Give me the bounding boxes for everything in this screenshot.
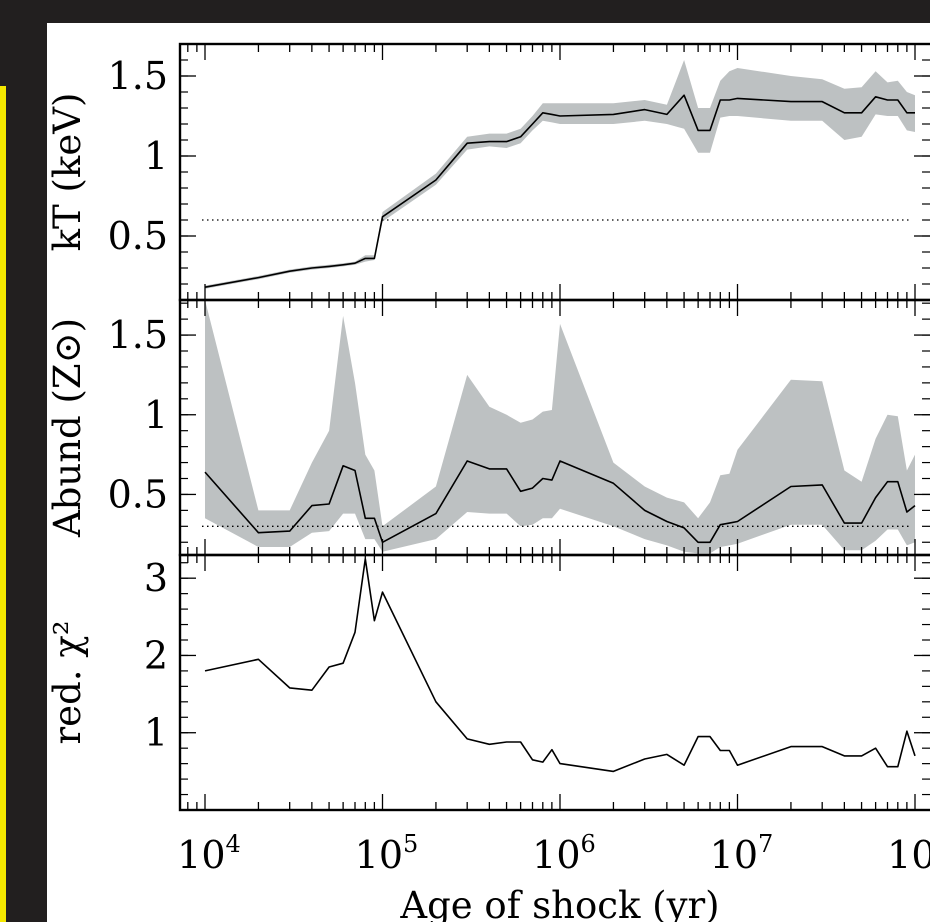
- x-tick-label-base: 10: [355, 833, 403, 877]
- y-tick-label-bottom: 1: [144, 711, 168, 755]
- x-tick-label-base: 10: [710, 833, 758, 877]
- y-tick-label-middle: 0.5: [108, 472, 168, 516]
- y-tick-label-bottom: 2: [144, 633, 168, 677]
- x-tick-label-base: 10: [887, 833, 930, 877]
- x-tick-label-exponent: 6: [581, 830, 596, 858]
- x-axis-label: Age of shock (yr): [399, 884, 719, 922]
- y-axis-label-top: kT (keV): [46, 93, 89, 252]
- y-tick-label-bottom: 3: [144, 556, 168, 600]
- y-axis-label-bottom: red. χ²: [46, 620, 89, 744]
- x-tick-label-exponent: 5: [403, 830, 418, 858]
- y-tick-label-top: 1: [144, 134, 168, 178]
- x-tick-label-base: 10: [177, 833, 225, 877]
- y-tick-label-top: 1.5: [108, 54, 168, 98]
- x-tick-label-exponent: 7: [758, 830, 773, 858]
- x-tick-label: 108: [887, 830, 930, 877]
- y-tick-label-middle: 1: [144, 393, 168, 437]
- y-tick-label-middle: 1.5: [108, 313, 168, 357]
- x-tick-label-base: 10: [532, 833, 580, 877]
- y-axis-label-middle: Abund (Z⊙): [46, 318, 89, 538]
- yellow-strip: [0, 86, 6, 922]
- y-tick-label-top: 0.5: [108, 214, 168, 258]
- x-tick-label-exponent: 4: [226, 830, 241, 858]
